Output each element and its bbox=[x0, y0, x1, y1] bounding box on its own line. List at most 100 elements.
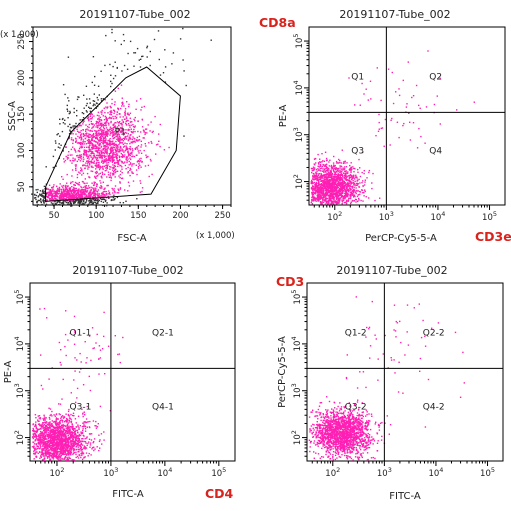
event-dot bbox=[136, 100, 138, 102]
event-dot bbox=[56, 189, 58, 191]
event-dot bbox=[332, 196, 334, 198]
event-dot bbox=[114, 148, 116, 150]
event-dot bbox=[313, 192, 316, 194]
event-dot bbox=[319, 161, 321, 163]
event-dot bbox=[124, 138, 126, 140]
event-dot bbox=[60, 188, 63, 191]
x-tick-label: 250 bbox=[214, 211, 230, 221]
event-dot bbox=[125, 117, 128, 120]
event-dot bbox=[339, 165, 341, 167]
event-dot bbox=[335, 180, 337, 183]
event-dot bbox=[129, 40, 132, 43]
event-dot bbox=[132, 180, 135, 182]
event-dot bbox=[85, 110, 88, 112]
event-dot bbox=[64, 93, 66, 96]
event-dot bbox=[127, 112, 129, 114]
event-dot bbox=[127, 181, 130, 183]
event-dot bbox=[80, 450, 82, 452]
event-dot bbox=[83, 447, 85, 449]
event-dot bbox=[352, 196, 355, 198]
event-dot bbox=[115, 150, 117, 152]
event-dot bbox=[339, 197, 341, 199]
x-tick-label: 103 bbox=[379, 210, 394, 223]
event-dot bbox=[314, 198, 316, 201]
event-dot bbox=[133, 128, 135, 131]
event-dot bbox=[52, 421, 55, 423]
event-dot bbox=[109, 144, 111, 147]
event-dot bbox=[109, 117, 112, 119]
event-dot bbox=[59, 456, 62, 458]
event-dot bbox=[78, 125, 81, 127]
event-dot bbox=[341, 188, 343, 191]
event-dot bbox=[128, 124, 130, 127]
event-dot bbox=[86, 139, 89, 142]
event-dot bbox=[338, 189, 340, 191]
event-dot bbox=[83, 445, 85, 447]
event-dot bbox=[108, 157, 111, 160]
event-dot bbox=[96, 141, 98, 143]
event-dot bbox=[34, 423, 37, 426]
event-dot bbox=[327, 185, 329, 188]
event-dot bbox=[344, 175, 346, 178]
event-dot bbox=[82, 139, 85, 141]
event-dot bbox=[66, 104, 68, 107]
event-dot bbox=[138, 158, 141, 160]
event-dot bbox=[85, 442, 87, 444]
event-dot bbox=[347, 193, 349, 195]
event-dot bbox=[45, 192, 48, 194]
event-dot bbox=[60, 144, 62, 146]
event-dot bbox=[114, 129, 117, 131]
event-dot bbox=[312, 182, 315, 184]
event-dot bbox=[320, 180, 322, 182]
event-dot bbox=[90, 186, 92, 189]
event-dot bbox=[310, 167, 313, 170]
event-dot bbox=[67, 194, 69, 196]
event-dot bbox=[123, 64, 126, 67]
event-dot bbox=[342, 192, 344, 194]
event-dot bbox=[74, 442, 76, 444]
event-dot bbox=[126, 143, 128, 145]
event-dot bbox=[53, 420, 56, 423]
event-dot bbox=[100, 98, 103, 100]
event-dot bbox=[64, 437, 66, 440]
event-dot bbox=[363, 192, 365, 194]
event-dot bbox=[119, 140, 121, 142]
event-dot bbox=[99, 138, 102, 140]
quadrant-label-q2: Q2 bbox=[429, 73, 442, 83]
event-dot bbox=[349, 164, 351, 167]
event-dot bbox=[118, 125, 120, 127]
plot-frame bbox=[29, 282, 236, 462]
event-dot bbox=[57, 193, 59, 195]
event-dot bbox=[101, 132, 104, 134]
event-dot bbox=[330, 194, 332, 197]
event-dot bbox=[313, 168, 315, 170]
event-dot bbox=[345, 183, 347, 185]
event-dot bbox=[352, 185, 354, 187]
event-dot bbox=[323, 177, 325, 180]
event-dot bbox=[129, 162, 132, 164]
event-dot bbox=[119, 116, 121, 118]
event-dot bbox=[74, 441, 76, 444]
event-dot bbox=[313, 191, 315, 194]
event-dot bbox=[112, 146, 114, 149]
event-dot bbox=[107, 106, 109, 108]
event-dot bbox=[114, 161, 116, 164]
event-dot bbox=[55, 203, 57, 205]
event-dot bbox=[78, 196, 80, 198]
event-dot bbox=[62, 184, 65, 187]
event-dot bbox=[104, 190, 106, 193]
event-dot bbox=[110, 143, 112, 146]
event-dot bbox=[337, 182, 340, 184]
event-dot bbox=[110, 130, 113, 132]
event-dot bbox=[73, 190, 75, 192]
event-dot bbox=[78, 201, 80, 204]
event-dot bbox=[53, 192, 55, 194]
event-dot bbox=[347, 182, 349, 185]
event-dot bbox=[53, 414, 55, 416]
event-dot bbox=[325, 198, 327, 201]
event-dot bbox=[68, 408, 70, 411]
event-dot bbox=[91, 182, 93, 184]
event-dot bbox=[105, 127, 108, 129]
event-dot bbox=[119, 123, 122, 125]
event-dot bbox=[103, 161, 105, 164]
